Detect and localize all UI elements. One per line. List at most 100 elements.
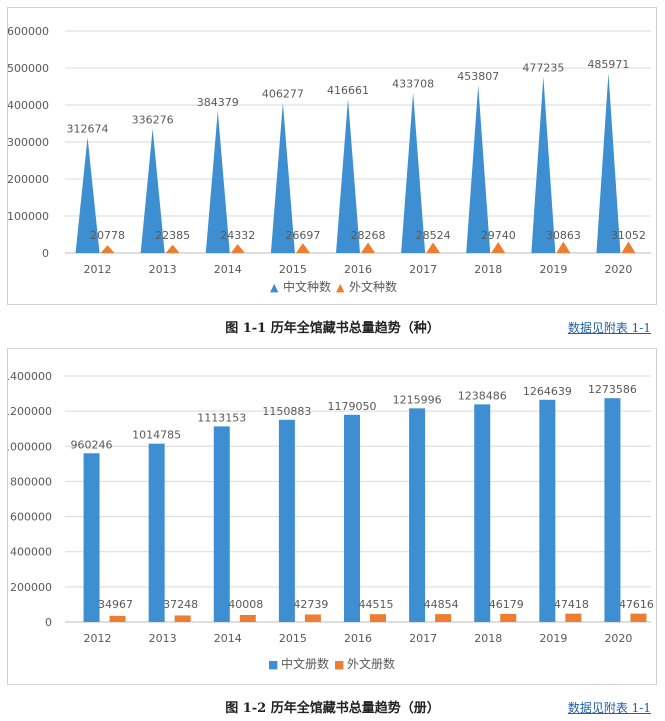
data-mark-foreign bbox=[165, 244, 180, 253]
data-mark-chinese bbox=[140, 128, 165, 253]
y-tick-label: 400000 bbox=[8, 99, 49, 112]
chart-1-caption: 图 1-1 历年全馆藏书总量趋势（种） bbox=[225, 321, 440, 336]
y-tick-label: 600000 bbox=[8, 25, 49, 38]
x-tick-label: 2013 bbox=[149, 263, 177, 276]
legend-symbol-chinese: ▲ bbox=[270, 281, 279, 294]
y-tick-label: 0 bbox=[45, 616, 52, 629]
data-mark-foreign bbox=[491, 241, 506, 253]
x-tick-label: 2012 bbox=[84, 632, 112, 645]
y-tick-label: 100000 bbox=[8, 210, 49, 223]
data-label: 46179 bbox=[489, 598, 524, 611]
data-label: 28268 bbox=[351, 229, 386, 242]
data-mark-chinese bbox=[75, 137, 100, 253]
data-mark-chinese bbox=[409, 408, 426, 622]
data-mark-chinese bbox=[148, 443, 165, 622]
data-label: 44854 bbox=[424, 598, 459, 611]
data-label: 34967 bbox=[98, 598, 133, 611]
x-tick-label: 2019 bbox=[539, 263, 567, 276]
data-label: 1113153 bbox=[197, 411, 246, 424]
data-mark-foreign bbox=[109, 615, 126, 622]
data-label: 477235 bbox=[522, 61, 564, 74]
legend-label-foreign: 外文册数 bbox=[347, 656, 395, 671]
legend-symbol-foreign: ■ bbox=[334, 658, 344, 671]
x-tick-label: 2020 bbox=[604, 632, 632, 645]
y-tick-label: 800000 bbox=[10, 475, 52, 488]
data-label: 433708 bbox=[392, 78, 434, 91]
data-label: 40008 bbox=[228, 598, 263, 611]
legend-symbol-chinese: ■ bbox=[268, 658, 278, 671]
chart-2-panel: 0 200000 400000 600000 800000 1000000 1200000 1… bbox=[7, 348, 657, 685]
y-tick-label: 300000 bbox=[8, 136, 49, 149]
data-label: 1273586 bbox=[588, 383, 637, 396]
data-mark-chinese bbox=[344, 414, 360, 622]
data-mark-chinese bbox=[278, 419, 295, 622]
data-label: 416661 bbox=[327, 84, 369, 97]
data-mark-foreign bbox=[630, 613, 647, 622]
data-mark-foreign bbox=[361, 242, 375, 253]
x-tick-label: 2018 bbox=[474, 263, 502, 276]
legend-symbol-foreign: ▲ bbox=[336, 281, 345, 294]
data-label: 485971 bbox=[587, 58, 629, 71]
chart-2-caption: 图 1-2 历年全馆藏书总量趋势（册） bbox=[225, 701, 440, 716]
x-tick-label: 2014 bbox=[214, 632, 242, 645]
y-tick-label: 400000 bbox=[10, 546, 52, 559]
data-mark-chinese bbox=[539, 399, 556, 622]
data-label: 24332 bbox=[220, 229, 255, 242]
data-label: 44515 bbox=[359, 598, 394, 611]
data-mark-chinese bbox=[474, 404, 491, 622]
data-label: 453807 bbox=[457, 70, 499, 83]
data-label: 1238486 bbox=[458, 389, 507, 402]
x-tick-label: 2016 bbox=[344, 632, 372, 645]
chart-2-svg: 0 200000 400000 600000 800000 1000000 1200000 1… bbox=[8, 370, 654, 671]
data-label: 1150883 bbox=[262, 405, 311, 418]
chart-2-source-link[interactable]: 数据见附表 1-1 bbox=[567, 701, 651, 715]
data-label: 384379 bbox=[197, 96, 239, 109]
data-label: 336276 bbox=[132, 114, 174, 127]
data-mark-chinese bbox=[205, 110, 230, 253]
chart-1-panel: 0 100000 200000 300000 400000 500000 600000 201… bbox=[7, 7, 657, 305]
data-mark-foreign bbox=[370, 614, 386, 622]
y-tick-label: 200000 bbox=[10, 581, 52, 594]
y-tick-label: 200000 bbox=[8, 173, 49, 186]
data-mark-chinese bbox=[466, 85, 491, 254]
data-mark-foreign bbox=[230, 243, 245, 253]
data-label: 1215996 bbox=[393, 393, 442, 406]
data-mark-foreign bbox=[100, 245, 115, 253]
x-tick-label: 2016 bbox=[344, 263, 372, 276]
y-tick-label: 1400000 bbox=[8, 370, 52, 383]
y-tick-label: 0 bbox=[42, 247, 49, 260]
data-label: 312674 bbox=[67, 122, 109, 135]
legend-label-chinese: 中文册数 bbox=[281, 656, 329, 671]
data-mark-foreign bbox=[435, 614, 452, 622]
data-label: 1014785 bbox=[132, 429, 181, 442]
legend-label-foreign: 外文种数 bbox=[349, 279, 397, 294]
y-tick-label: 1000000 bbox=[8, 440, 52, 453]
data-mark-foreign bbox=[174, 615, 191, 622]
chart-1-source-link[interactable]: 数据见附表 1-1 bbox=[567, 321, 651, 335]
data-mark-chinese bbox=[604, 398, 621, 622]
data-label: 1179050 bbox=[328, 400, 377, 413]
legend-label-chinese: 中文种数 bbox=[283, 279, 331, 294]
data-label: 22385 bbox=[155, 229, 190, 242]
data-mark-foreign bbox=[556, 241, 571, 253]
data-label: 47616 bbox=[619, 598, 654, 611]
data-mark-foreign bbox=[304, 614, 321, 622]
data-label: 42739 bbox=[293, 598, 328, 611]
x-tick-label: 2014 bbox=[214, 263, 242, 276]
data-label: 1264639 bbox=[523, 385, 572, 398]
chart-1-svg: 0 100000 200000 300000 400000 500000 600000 201… bbox=[8, 25, 651, 294]
x-tick-label: 2013 bbox=[149, 632, 177, 645]
x-tick-label: 2019 bbox=[539, 632, 567, 645]
x-tick-label: 2015 bbox=[279, 263, 307, 276]
data-label: 28524 bbox=[416, 229, 451, 242]
data-mark-foreign bbox=[426, 242, 441, 253]
data-mark-chinese bbox=[270, 102, 295, 253]
data-label: 29740 bbox=[481, 229, 516, 242]
data-label: 26697 bbox=[285, 229, 320, 242]
data-mark-foreign bbox=[500, 613, 517, 622]
data-label: 47418 bbox=[554, 598, 589, 611]
x-tick-label: 2015 bbox=[279, 632, 307, 645]
data-mark-foreign bbox=[565, 613, 582, 622]
y-tick-label: 500000 bbox=[8, 62, 49, 75]
data-mark-chinese bbox=[401, 92, 426, 253]
